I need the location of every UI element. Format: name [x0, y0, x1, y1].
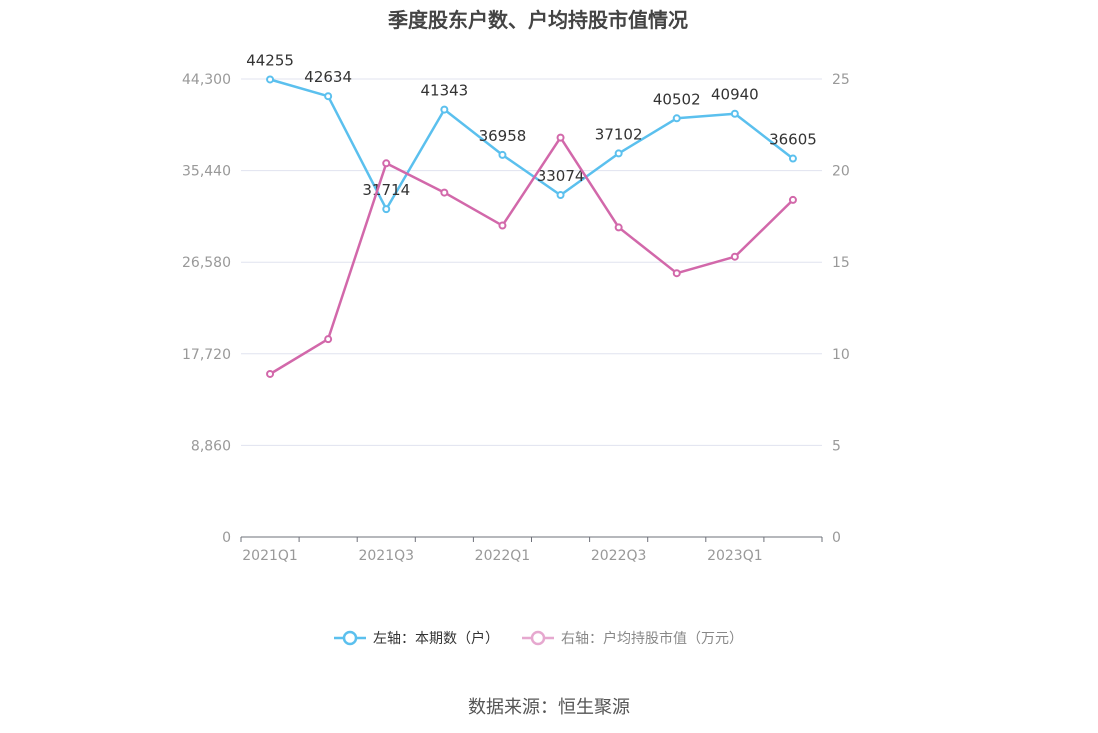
legend-item-avg-value[interactable]: 右轴：户均持股市值（万元）	[521, 628, 743, 648]
series-line-households	[269, 78, 794, 211]
data-point-households	[556, 191, 565, 200]
right-axis-tick-label: 0	[832, 530, 841, 546]
data-point-households	[614, 149, 623, 158]
data-point-avg-value	[498, 221, 507, 230]
data-label: 36605	[769, 131, 817, 149]
right-axis-tick-label: 5	[832, 438, 841, 454]
x-axis-tick-label: 2022Q3	[591, 548, 647, 564]
x-axis-tick-label: 2021Q1	[242, 548, 298, 564]
data-point-households	[266, 75, 275, 84]
data-point-households	[672, 114, 681, 123]
data-point-avg-value	[730, 252, 739, 261]
data-point-households	[498, 150, 507, 159]
data-label: 41343	[420, 82, 468, 100]
data-label: 44255	[246, 51, 294, 69]
data-label: 42634	[304, 68, 352, 86]
data-point-avg-value	[266, 369, 275, 378]
data-point-households	[324, 92, 333, 101]
data-label: 40940	[711, 86, 759, 104]
legend: 左轴：本期数（户） 右轴：户均持股市值（万元）	[0, 628, 1076, 648]
right-axis-tick-label: 20	[832, 164, 850, 180]
legend-label-households: 左轴：本期数（户）	[373, 631, 499, 647]
x-axis-tick-label: 2021Q3	[358, 548, 414, 564]
data-point-avg-value	[672, 269, 681, 278]
data-label: 36958	[479, 127, 527, 145]
data-point-avg-value	[556, 133, 565, 142]
data-point-avg-value	[440, 188, 449, 197]
data-point-households	[382, 205, 391, 214]
data-label: 40502	[653, 90, 701, 108]
data-point-avg-value	[324, 335, 333, 344]
data-point-households	[440, 105, 449, 114]
series-line-avg-value	[269, 136, 794, 376]
x-axis-tick-label: 2022Q1	[475, 548, 531, 564]
left-axis-tick-label: 35,440	[182, 164, 231, 180]
legend-item-households[interactable]: 左轴：本期数（户）	[333, 628, 499, 648]
right-axis-tick-label: 10	[832, 347, 850, 363]
data-label: 33074	[537, 167, 585, 185]
left-axis-tick-label: 17,720	[182, 347, 231, 363]
legend-marker-avg-value	[522, 630, 554, 646]
left-axis-tick-label: 8,860	[191, 438, 231, 454]
legend-marker-households	[334, 630, 366, 646]
data-source: 数据来源：恒生聚源	[468, 697, 630, 718]
data-point-households	[730, 109, 739, 118]
data-label: 31714	[362, 181, 410, 199]
chart-title: 季度股东户数、户均持股市值情况	[388, 8, 688, 32]
left-axis-tick-label: 26,580	[182, 255, 231, 271]
data-point-avg-value	[614, 223, 623, 232]
data-point-avg-value	[382, 159, 391, 168]
left-axis-tick-label: 0	[222, 530, 231, 546]
left-axis-tick-label: 44,300	[182, 72, 231, 88]
data-point-avg-value	[788, 195, 797, 204]
data-label: 37102	[595, 125, 643, 143]
x-axis-tick-label: 2023Q1	[707, 548, 763, 564]
right-axis-tick-label: 15	[832, 255, 850, 271]
data-point-households	[788, 154, 797, 163]
legend-label-avg-value: 右轴：户均持股市值（万元）	[561, 631, 743, 647]
right-axis-tick-label: 25	[832, 72, 850, 88]
